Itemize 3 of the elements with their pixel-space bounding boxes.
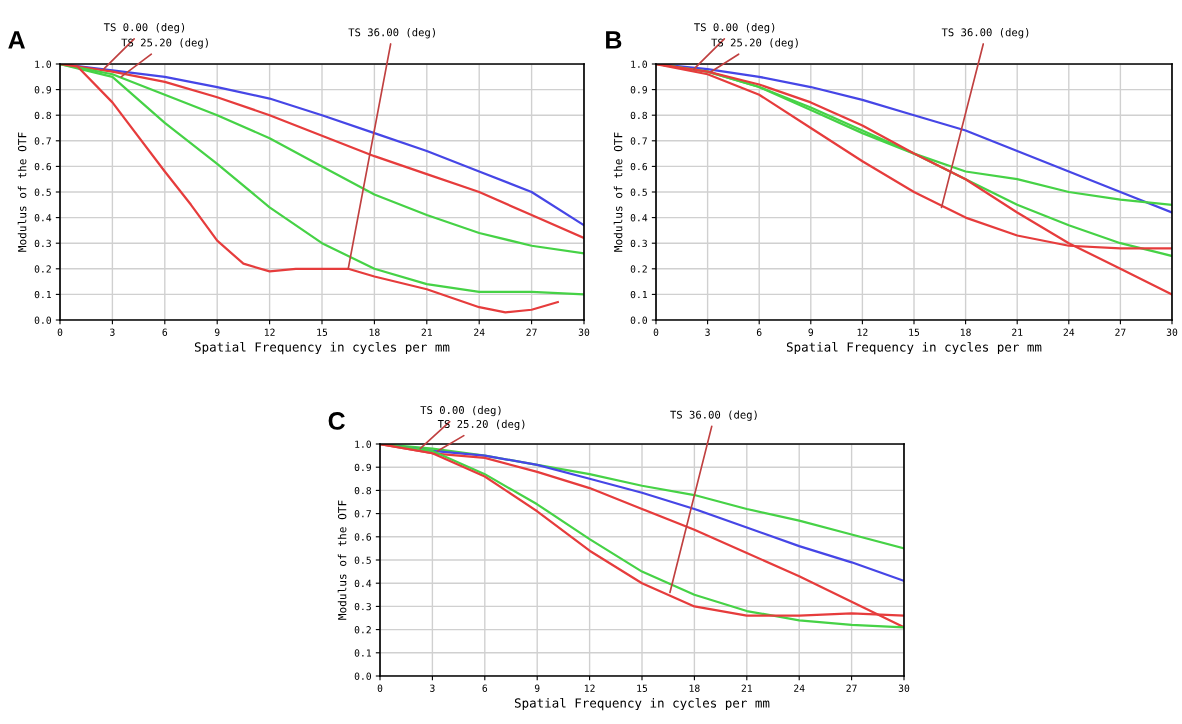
chart-title: B	[606, 31, 622, 49]
chart-title: C	[328, 412, 345, 430]
chart-title: A	[8, 31, 25, 49]
